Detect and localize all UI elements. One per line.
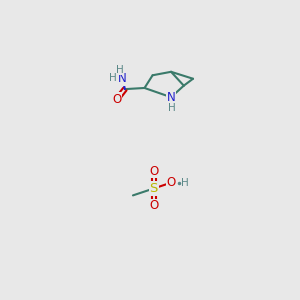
Text: H: H — [109, 73, 116, 83]
Text: H: H — [116, 65, 124, 75]
Text: S: S — [150, 182, 158, 195]
Text: O: O — [149, 199, 158, 212]
Text: N: N — [167, 91, 176, 104]
Text: O: O — [167, 176, 176, 189]
Text: O: O — [112, 93, 122, 106]
Text: H: H — [181, 178, 189, 188]
Text: N: N — [118, 72, 127, 85]
Text: H: H — [168, 103, 176, 112]
Text: O: O — [149, 165, 158, 178]
